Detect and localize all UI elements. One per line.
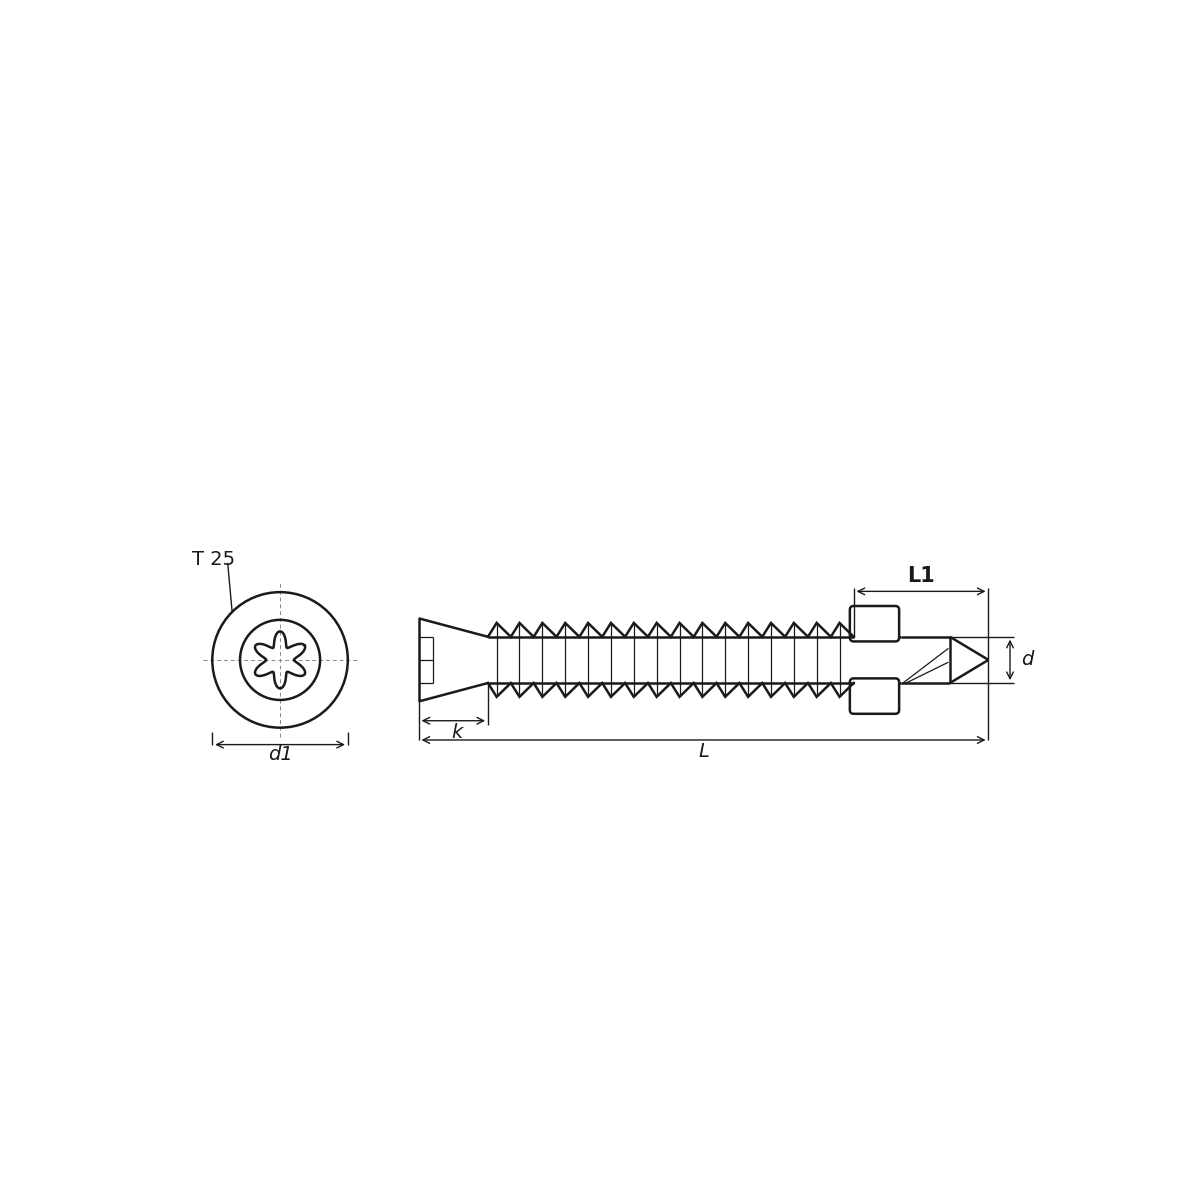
Text: k: k xyxy=(451,722,463,742)
Text: d1: d1 xyxy=(268,745,293,764)
Text: d: d xyxy=(1021,650,1034,670)
Text: L1: L1 xyxy=(907,566,935,586)
Text: T 25: T 25 xyxy=(192,551,235,569)
Text: L: L xyxy=(698,742,709,761)
